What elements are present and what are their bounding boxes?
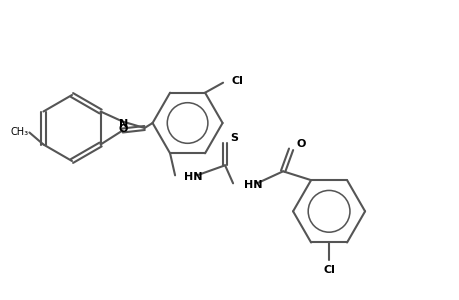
Text: S: S bbox=[230, 133, 238, 143]
Text: Cl: Cl bbox=[322, 266, 334, 275]
Text: N: N bbox=[119, 118, 128, 128]
Text: CH₃: CH₃ bbox=[11, 127, 28, 136]
Text: O: O bbox=[296, 139, 305, 149]
Text: HN: HN bbox=[244, 180, 262, 190]
Text: HN: HN bbox=[184, 172, 202, 182]
Text: Cl: Cl bbox=[230, 76, 242, 86]
Text: O: O bbox=[118, 124, 128, 134]
